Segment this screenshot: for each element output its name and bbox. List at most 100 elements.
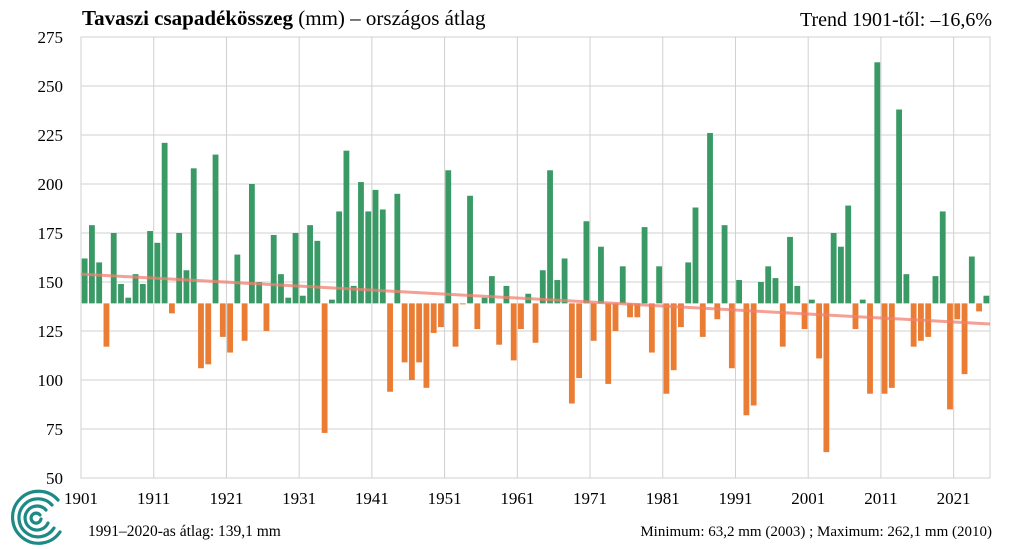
bar	[976, 303, 983, 312]
x-tick-label: 1941	[355, 489, 389, 508]
bar	[663, 303, 670, 394]
bar	[408, 303, 415, 380]
y-tick-label: 150	[38, 273, 64, 292]
x-tick-label: 1921	[209, 489, 243, 508]
bar	[394, 193, 401, 304]
bar	[503, 285, 510, 304]
chart-title: Tavaszi csapadékösszeg (mm) – országos á…	[82, 6, 486, 30]
bar	[219, 303, 226, 337]
bar	[125, 297, 132, 304]
bar	[307, 225, 313, 304]
bar	[685, 262, 692, 304]
bar	[278, 274, 284, 304]
bar	[118, 283, 124, 304]
chart-title-bold: Tavaszi csapadékösszeg	[82, 6, 293, 30]
bar	[474, 303, 481, 330]
y-tick-label: 75	[46, 420, 63, 439]
bar	[794, 285, 801, 304]
trend-line	[80, 272, 991, 326]
bar	[867, 303, 873, 394]
bar	[721, 225, 728, 304]
x-tick-label: 2001	[791, 489, 825, 508]
bar	[648, 303, 655, 353]
x-axis-ticks: 1901 1911 1921 1931 1941 1951 1961 1971 1981 1991…	[64, 489, 971, 508]
bar	[459, 303, 466, 305]
bar	[678, 303, 684, 328]
bar	[838, 246, 844, 304]
bar	[336, 211, 343, 304]
bar	[401, 303, 408, 363]
bar	[321, 303, 328, 433]
bar	[707, 133, 713, 304]
trend-label: Trend 1901-től: –16,6%	[800, 9, 992, 31]
bar	[248, 184, 255, 304]
bar	[845, 205, 852, 304]
bar	[161, 142, 168, 304]
chart-title-rest: (mm) – országos átlag	[293, 6, 486, 30]
bar	[467, 195, 473, 304]
bar	[205, 303, 212, 365]
bar	[365, 211, 372, 304]
bar	[641, 227, 648, 304]
bar	[656, 266, 663, 304]
y-tick-label: 250	[38, 77, 64, 96]
bar	[830, 233, 837, 304]
bar	[859, 299, 866, 304]
bar	[358, 182, 364, 304]
bar	[779, 303, 786, 347]
y-tick-label: 100	[38, 371, 64, 390]
x-tick-label: 1991	[718, 489, 752, 508]
bar	[736, 280, 743, 304]
bar	[212, 154, 219, 304]
x-tick-label: 2011	[864, 489, 897, 508]
bar	[147, 231, 153, 304]
bar	[634, 303, 641, 318]
bar	[263, 303, 270, 331]
omsz-logo	[10, 489, 62, 545]
bar	[139, 283, 146, 304]
bar	[983, 295, 990, 304]
bar	[801, 303, 808, 330]
bar	[954, 303, 961, 320]
bar	[285, 297, 292, 304]
bar	[619, 266, 626, 304]
bar	[772, 278, 779, 304]
bar	[292, 233, 299, 304]
bar	[299, 295, 306, 304]
bar	[670, 303, 677, 371]
bar	[808, 299, 815, 304]
plot-frame	[80, 36, 991, 479]
bar	[881, 303, 888, 394]
bar	[692, 207, 699, 304]
bar	[627, 303, 633, 318]
x-tick-label: 1971	[573, 489, 607, 508]
bar	[350, 285, 357, 304]
bar	[547, 170, 553, 304]
bar	[910, 303, 917, 347]
bar	[758, 282, 764, 304]
bar	[168, 303, 175, 314]
bar	[961, 303, 968, 375]
bar	[343, 150, 350, 304]
bar	[750, 303, 757, 406]
bar	[234, 254, 241, 304]
bar	[496, 303, 503, 345]
bar	[103, 303, 110, 347]
bar	[561, 258, 568, 304]
bar	[598, 246, 604, 304]
bar	[554, 280, 561, 304]
bar	[372, 189, 379, 304]
bar	[728, 303, 735, 369]
x-tick-label: 1931	[282, 489, 316, 508]
bar	[583, 221, 590, 304]
bar	[568, 303, 575, 404]
bar	[132, 274, 139, 304]
bar	[227, 303, 233, 353]
extremes-note: Minimum: 63,2 mm (2003) ; Maximum: 262,1…	[640, 524, 992, 540]
bar	[612, 303, 619, 331]
bar	[765, 266, 772, 304]
bar	[903, 274, 910, 304]
bar	[539, 270, 546, 304]
bar	[918, 303, 924, 341]
